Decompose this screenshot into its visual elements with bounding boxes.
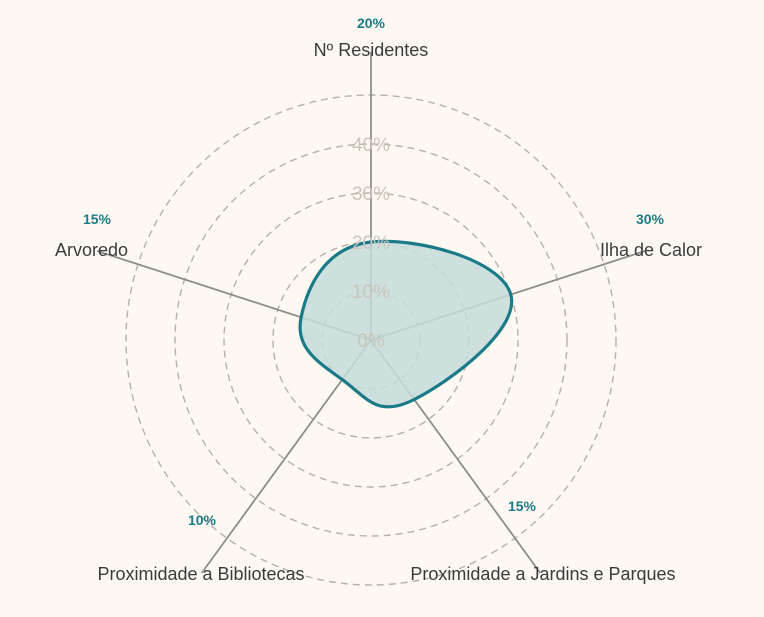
grid-ring-30 bbox=[223, 192, 519, 488]
ring-label: 40% bbox=[352, 135, 390, 156]
ring-label: 20% bbox=[352, 233, 390, 254]
grid-ring-40 bbox=[174, 143, 568, 537]
ring-label: 0% bbox=[357, 331, 385, 352]
weight-label: 30% bbox=[636, 211, 665, 227]
axis-label: Proximidade a Jardins e Parques bbox=[410, 564, 675, 584]
weight-label: 20% bbox=[357, 15, 386, 31]
data-point bbox=[510, 294, 511, 295]
data-point bbox=[342, 379, 343, 380]
axis-labels: Nº Residentes 20% Ilha de Calor 30% Proximid… bbox=[55, 15, 702, 584]
axis-label: Arvoredo bbox=[55, 240, 128, 260]
axis-label: Proximidade a Bibliotecas bbox=[97, 564, 304, 584]
ring-label: 10% bbox=[352, 282, 390, 303]
data-point bbox=[414, 399, 415, 400]
radar-series bbox=[298, 239, 514, 409]
weight-label: 15% bbox=[83, 211, 112, 227]
data-point bbox=[301, 317, 302, 318]
axis-label: Ilha de Calor bbox=[600, 240, 702, 260]
series-area bbox=[298, 239, 514, 409]
weight-label: 10% bbox=[188, 512, 217, 528]
axis-label: Nº Residentes bbox=[314, 40, 429, 60]
ring-label: 30% bbox=[352, 184, 390, 205]
ring-labels: 0% 10% 20% 30% 40% bbox=[352, 135, 390, 352]
weight-label: 15% bbox=[508, 498, 537, 514]
